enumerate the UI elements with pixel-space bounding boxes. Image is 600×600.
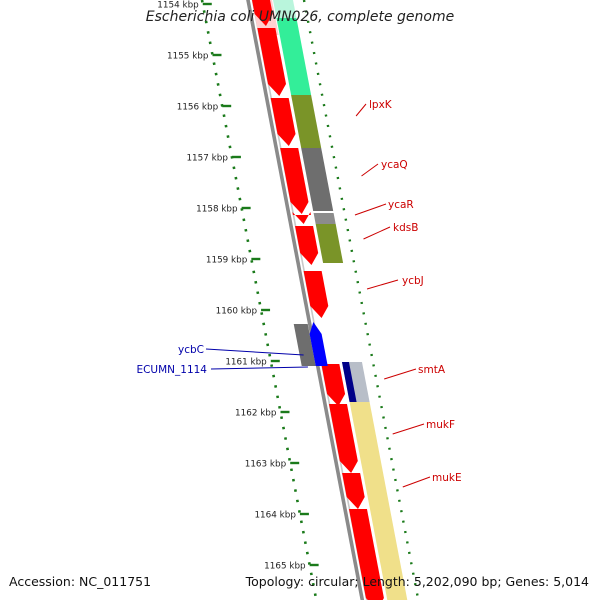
gene-callout-line [205, 348, 304, 356]
gene-arrow-forward [328, 404, 358, 473]
genome-backbone-line [246, 0, 365, 600]
genome-summary-text: Topology: circular; Length: 5,202,090 bp… [245, 574, 589, 589]
ruler-tick-label: 1161 kbp [225, 358, 267, 368]
gene-arrow-forward [342, 473, 365, 509]
gene-arrow-reverse-blue [309, 322, 328, 366]
gene-label: ycbC [178, 344, 204, 356]
right-dotted-line [302, 0, 420, 600]
gene-label: mukE [432, 472, 462, 484]
gene-callout-line [355, 103, 367, 117]
ruler-tick-label: 1160 kbp [216, 307, 258, 317]
feature-box-yellow [349, 402, 408, 600]
gene-arrow-forward [252, 0, 273, 26]
gene-arrow-forward [348, 509, 384, 600]
ruler-tick-label: 1154 kbp [157, 1, 199, 11]
gene-arrow-forward [303, 271, 329, 318]
gene-label: ycaR [388, 199, 414, 211]
gene-arrow-forward [292, 212, 311, 224]
feature-box-teal [276, 18, 312, 95]
gene-label: ECUMN_1114 [136, 364, 207, 376]
gene-callout-line [384, 368, 417, 380]
ruler-dotted-line [200, 0, 318, 600]
gene-callout-line [392, 423, 425, 435]
accession-text: Accession: NC_011751 [9, 574, 152, 589]
ruler-tick-label: 1158 kbp [196, 205, 238, 215]
ruler-tick-label: 1165 kbp [264, 562, 306, 572]
gene-callout-line [363, 226, 391, 240]
gene-arrow-forward [321, 364, 346, 406]
gene-label: kdsB [393, 222, 418, 234]
ruler-tick-label: 1155 kbp [167, 52, 209, 62]
gene-arrow-forward [295, 226, 319, 265]
ruler-tick-label: 1163 kbp [245, 460, 287, 470]
gene-arrow-forward [270, 98, 296, 146]
feature-box-navy [341, 362, 357, 402]
gene-callout-line [402, 476, 431, 488]
ruler-tick-label: 1164 kbp [254, 511, 296, 521]
feature-box-olive [291, 95, 322, 148]
gene-label: smtA [418, 364, 446, 376]
ruler-tick-label: 1159 kbp [206, 256, 248, 266]
feature-box-olive-2 [315, 224, 344, 263]
gene-label: mukF [426, 419, 455, 431]
gene-callout-line [210, 366, 308, 370]
gene-callout-line [361, 163, 379, 177]
gene-label: ycbJ [402, 275, 424, 287]
gene-arrow-forward [280, 148, 309, 214]
map-title: Escherichia coli UMN026, complete genome [145, 9, 455, 25]
gene-callout-line [354, 203, 387, 216]
feature-box-gray [301, 148, 334, 211]
gene-arrow-forward [257, 28, 287, 96]
gene-callout-line [366, 279, 399, 290]
gene-box-reverse-gray [293, 324, 316, 366]
ruler-tick-label: 1156 kbp [177, 103, 219, 113]
ruler-tick-label: 1162 kbp [235, 409, 277, 419]
feature-box-gray-small [313, 213, 336, 224]
gene-label: ycaQ [381, 159, 408, 171]
gene-label: lpxK [369, 99, 393, 111]
feature-box-top [272, 0, 297, 18]
ruler-tick-label: 1157 kbp [186, 154, 228, 164]
